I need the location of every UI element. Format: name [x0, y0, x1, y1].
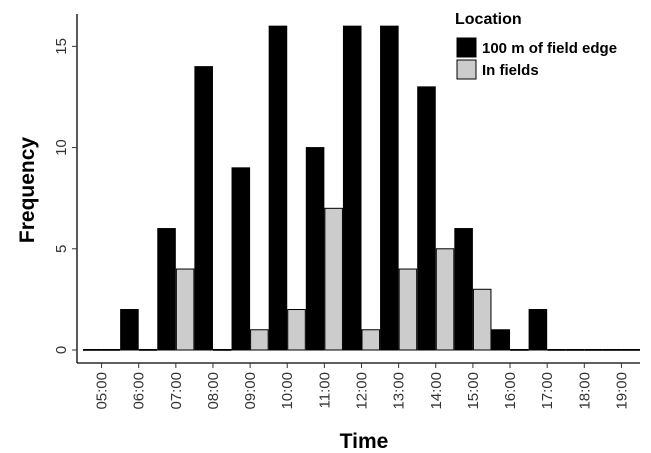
bar-field-edge — [380, 25, 399, 351]
bar-field-edge — [491, 329, 511, 351]
x-tick-label: 10:00 — [279, 372, 296, 410]
x-tick-label: 09:00 — [242, 372, 259, 410]
bar-in-fields — [472, 288, 492, 351]
bar-field-edge — [120, 309, 139, 351]
x-tick-label: 11:00 — [316, 372, 333, 408]
bar-field-edge — [305, 147, 325, 351]
y-tick-label: 15 — [53, 38, 70, 55]
x-tick-label: 13:00 — [391, 372, 408, 410]
bar-field-edge — [565, 349, 585, 351]
x-tick-label: 07:00 — [168, 372, 185, 410]
legend-key-in-fields — [456, 59, 477, 80]
x-tick-label: 18:00 — [576, 372, 593, 410]
legend: Location 100 m of field edge In fields — [455, 11, 617, 80]
bar-in-fields — [361, 329, 381, 351]
x-ticks: 05:00 06:00 07:00 08:00 09:00 10:00 11:00 12:00… — [94, 363, 630, 410]
x-tick-label: 19:00 — [613, 372, 630, 410]
bar-in-fields — [584, 349, 603, 351]
bars — [83, 25, 641, 351]
bar-in-fields — [101, 349, 121, 351]
bar-in-fields — [212, 349, 232, 351]
bar-field-edge — [157, 228, 176, 351]
y-tick-label: 5 — [53, 245, 70, 253]
legend-label-field-edge: 100 m of field edge — [482, 40, 617, 57]
legend-label-in-fields: In fields — [482, 62, 539, 79]
axes — [76, 14, 640, 364]
legend-title: Location — [455, 11, 522, 28]
bar-field-edge — [268, 25, 288, 351]
bar-in-fields — [324, 207, 343, 351]
bar-in-fields — [621, 349, 641, 351]
y-tick-label: 10 — [53, 139, 70, 156]
bar-in-fields — [287, 309, 306, 351]
y-axis-title: Frequency — [16, 137, 39, 244]
bar-in-fields — [435, 248, 455, 351]
legend-key-field-edge — [456, 37, 477, 58]
y-tick-label: 0 — [53, 346, 70, 354]
x-tick-label: 08:00 — [205, 372, 222, 410]
x-tick-label: 14:00 — [428, 372, 445, 410]
bar-field-edge — [454, 228, 473, 351]
bar-field-edge — [231, 167, 251, 351]
x-tick-label: 12:00 — [354, 372, 371, 410]
bar-field-edge — [602, 349, 622, 351]
bar-in-fields — [510, 349, 529, 351]
bar-field-edge — [83, 349, 102, 351]
bar-in-fields — [138, 349, 158, 351]
bar-field-edge — [194, 66, 213, 351]
x-tick-label: 05:00 — [94, 372, 111, 410]
bar-field-edge — [417, 86, 436, 351]
bar-in-fields — [398, 268, 418, 351]
x-tick-label: 17:00 — [539, 372, 556, 410]
bar-field-edge — [528, 309, 548, 351]
x-tick-label: 06:00 — [131, 372, 148, 410]
bar-in-fields — [175, 268, 195, 351]
x-axis-title: Time — [340, 430, 389, 453]
x-tick-label: 15:00 — [465, 372, 482, 410]
y-ticks: 0 5 10 15 — [53, 38, 77, 354]
x-tick-label: 16:00 — [502, 372, 519, 410]
bar-field-edge — [342, 25, 362, 351]
bar-in-fields — [547, 349, 566, 351]
bar-in-fields — [250, 329, 269, 351]
